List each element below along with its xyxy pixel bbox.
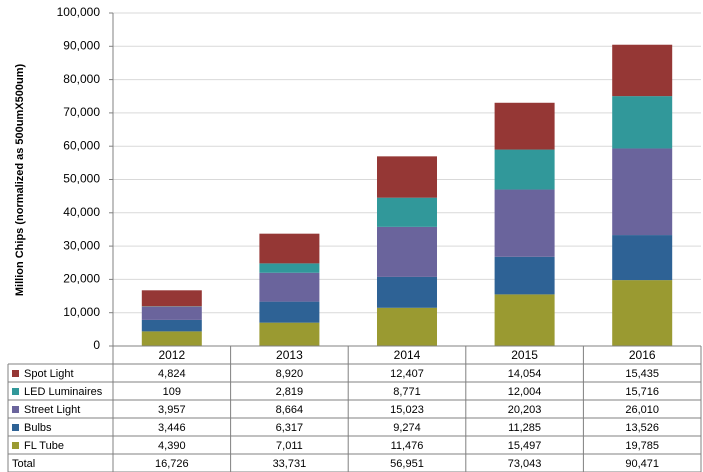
y-tick-labels: 0 10,000 20,000 30,000 40,000 50,000 60,000 70,… <box>57 5 101 352</box>
y-tick-label: 50,000 <box>63 172 100 186</box>
data-label: 13,526 <box>625 422 659 434</box>
legend-entry: Spot Light <box>24 368 74 380</box>
legend-entry: Street Light <box>24 404 80 416</box>
bar-segment <box>259 233 320 264</box>
bar-segment <box>141 319 202 332</box>
legend-swatch <box>12 388 19 395</box>
data-label: 7,011 <box>276 440 303 452</box>
data-label: 8,664 <box>276 404 304 416</box>
y-tick-label: 90,000 <box>63 38 100 52</box>
data-label: 6,317 <box>276 422 304 434</box>
data-label: 2,819 <box>276 386 304 398</box>
y-tick-label: 60,000 <box>63 138 100 152</box>
data-label: 56,951 <box>390 458 424 470</box>
y-tick-label: 20,000 <box>63 272 100 286</box>
x-tick-label: 2015 <box>511 348 538 362</box>
data-label: 4,824 <box>158 368 186 380</box>
bar-segment <box>141 290 202 307</box>
bar-segment <box>494 189 555 257</box>
axes <box>109 12 701 347</box>
bar-segment <box>377 197 437 227</box>
y-tick-label: 10,000 <box>63 305 100 319</box>
data-label: 109 <box>163 386 181 398</box>
data-label: 12,004 <box>508 386 542 398</box>
data-label: 11,285 <box>508 422 541 434</box>
bar-segment <box>259 263 320 273</box>
data-label: 11,476 <box>391 440 424 452</box>
data-label: 73,043 <box>508 458 542 470</box>
data-label: 26,010 <box>625 404 659 416</box>
bar-segment <box>612 280 673 346</box>
data-table: 2012 2013 2014 2015 2016 Spot Light 4,824 8,920… <box>7 346 702 472</box>
y-tick-label: 70,000 <box>63 105 100 119</box>
bar-segment <box>612 44 673 97</box>
data-label: 3,957 <box>158 404 186 416</box>
data-label: 19,785 <box>625 440 659 452</box>
bar-segment <box>259 272 320 302</box>
x-tick-label: 2013 <box>276 348 303 362</box>
bar-segment <box>141 331 202 346</box>
data-label: 20,203 <box>508 404 542 416</box>
data-label: 90,471 <box>625 458 659 470</box>
y-tick-label: 30,000 <box>63 238 100 252</box>
bar-segment <box>494 256 555 295</box>
x-tick-label: 2014 <box>394 348 421 362</box>
bar-segment <box>377 276 437 308</box>
legend-swatch <box>12 370 19 377</box>
bar-segment <box>259 301 320 323</box>
legend-entry: Bulbs <box>24 422 52 434</box>
legend-swatch <box>12 442 19 449</box>
bar-segment <box>377 226 437 277</box>
data-label: 15,435 <box>625 368 659 380</box>
x-tick-label: 2016 <box>629 348 656 362</box>
data-label: 12,407 <box>390 368 424 380</box>
data-label: 15,716 <box>625 386 659 398</box>
y-tick-label: 100,000 <box>57 5 101 19</box>
data-label: 9,274 <box>393 422 421 434</box>
bar-segment <box>612 96 673 149</box>
data-label: 4,390 <box>158 440 186 452</box>
bars <box>141 44 673 346</box>
bar-segment <box>259 322 320 346</box>
bar-segment <box>494 294 555 346</box>
data-label: 8,920 <box>276 368 304 380</box>
y-tick-label: 80,000 <box>63 72 100 86</box>
bar-segment <box>377 307 437 346</box>
bar-segment <box>377 156 437 198</box>
bar-segment <box>612 235 673 281</box>
data-label: 3,446 <box>158 422 186 434</box>
bar-segment <box>494 149 555 190</box>
data-label: 16,726 <box>155 458 189 470</box>
legend-swatch <box>12 406 19 413</box>
y-axis-label: Million Chips (normalized as 500umX500um… <box>14 64 26 297</box>
data-label: 8,771 <box>393 386 421 398</box>
legend-entry: Total <box>12 458 35 470</box>
legend-swatch <box>12 424 19 431</box>
bar-segment <box>141 306 202 320</box>
y-tick-label: 40,000 <box>63 205 100 219</box>
data-label: 33,731 <box>273 458 307 470</box>
legend-entry: FL Tube <box>24 440 64 452</box>
data-label: 15,497 <box>508 440 542 452</box>
x-tick-label: 2012 <box>158 348 185 362</box>
bar-segment <box>494 102 555 150</box>
data-label: 15,023 <box>390 404 424 416</box>
y-tick-label: 0 <box>93 338 100 352</box>
bar-segment <box>612 148 673 236</box>
data-label: 14,054 <box>508 368 542 380</box>
legend-entry: LED Luminaires <box>24 386 103 398</box>
